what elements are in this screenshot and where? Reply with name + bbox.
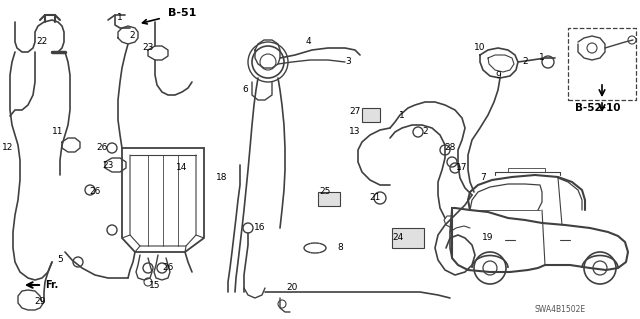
- Text: 2: 2: [522, 57, 528, 66]
- Text: 29: 29: [35, 298, 45, 307]
- Text: 26: 26: [163, 263, 173, 272]
- Text: 23: 23: [142, 43, 154, 53]
- Text: 1: 1: [399, 110, 405, 120]
- Text: 20: 20: [286, 284, 298, 293]
- Text: 4: 4: [305, 38, 311, 47]
- Text: 8: 8: [337, 243, 343, 253]
- Text: 19: 19: [483, 234, 493, 242]
- Text: 23: 23: [102, 160, 114, 169]
- Text: 7: 7: [480, 174, 486, 182]
- Text: 17: 17: [456, 164, 468, 173]
- Text: B-51: B-51: [168, 8, 196, 18]
- Text: 15: 15: [149, 280, 161, 290]
- Text: 26: 26: [96, 144, 108, 152]
- Text: B-52-10: B-52-10: [575, 103, 621, 113]
- Text: 9: 9: [495, 70, 501, 79]
- Text: 11: 11: [52, 128, 64, 137]
- Text: 18: 18: [216, 174, 228, 182]
- Text: SWA4B1502E: SWA4B1502E: [534, 306, 586, 315]
- Text: 6: 6: [242, 85, 248, 94]
- Text: 27: 27: [349, 108, 361, 116]
- Text: 12: 12: [3, 144, 13, 152]
- Text: 1: 1: [117, 13, 123, 23]
- Text: 13: 13: [349, 128, 361, 137]
- Bar: [362, 108, 380, 122]
- Bar: [318, 192, 340, 206]
- Text: 21: 21: [369, 194, 381, 203]
- Text: 5: 5: [57, 256, 63, 264]
- Text: 1: 1: [539, 54, 545, 63]
- Text: 26: 26: [90, 188, 100, 197]
- Text: 2: 2: [129, 32, 135, 41]
- Bar: [392, 228, 424, 248]
- Text: 25: 25: [319, 188, 331, 197]
- Text: 24: 24: [392, 234, 404, 242]
- Bar: [568, 28, 636, 100]
- Text: Fr.: Fr.: [45, 280, 59, 290]
- Text: 3: 3: [345, 57, 351, 66]
- Text: 28: 28: [444, 144, 456, 152]
- Text: 16: 16: [254, 224, 266, 233]
- Text: 14: 14: [176, 164, 188, 173]
- Text: 22: 22: [36, 38, 47, 47]
- Text: 10: 10: [474, 43, 486, 53]
- Text: 2: 2: [422, 128, 428, 137]
